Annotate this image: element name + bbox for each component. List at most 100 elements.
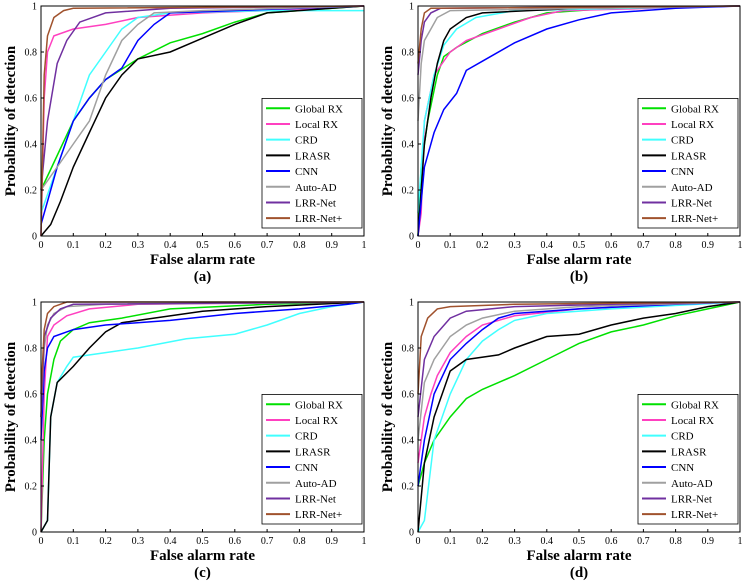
x-tick-label: 0 [39,536,44,547]
x-tick-label: 0.1 [67,536,80,547]
roc-curve [40,5,365,191]
roc-curve [417,301,741,441]
x-tick-label: 0.7 [637,240,650,251]
roc-curve [40,5,365,225]
legend-box [637,98,739,229]
legend-label: LRR-Net [671,493,712,505]
x-tick-label: 0.8 [669,536,682,547]
y-tick-label: 0 [409,528,414,539]
legend: Global RX Local RX CRD LRASR CNN Auto-AD LRR-N… [637,98,739,229]
legend-label: CRD [295,135,318,147]
roc-curve [417,5,741,237]
legend-label: LRR-Net [671,197,712,209]
y-tick-label: 0.4 [402,140,415,151]
x-axis-label: False alarm rate [527,252,632,268]
roc-curve [417,301,741,533]
y-tick-label: 0.6 [402,94,415,105]
x-tick-label: 0.8 [293,536,306,547]
legend-label: CRD [671,135,694,147]
x-tick-label: 0.5 [196,536,209,547]
x-tick-label: 0.6 [229,536,242,547]
x-tick-label: 0.9 [325,240,338,251]
y-tick-label: 0.8 [25,344,38,355]
y-tick-label: 0 [32,528,37,539]
y-tick-label: 0.8 [402,344,415,355]
y-tick-label: 0.8 [402,48,415,59]
y-tick-label: 0.4 [25,140,38,151]
x-tick-label: 0.4 [541,536,554,547]
legend-label: LRASR [295,446,331,458]
y-tick-label: 1 [32,2,37,13]
x-tick-label: 0.7 [637,536,650,547]
caption: (b) [570,269,588,285]
y-tick-label: 0.6 [25,390,38,401]
roc-curve [417,301,741,418]
panel: 0 0.1 0.2 0.3 0.4 0.5 0.6 0.7 0.8 0.9 1 0 0.2 0.4 0.6 0… [3,298,367,582]
y-axis-label: Probability of detection [380,341,396,492]
x-tick-label: 1 [362,240,367,251]
legend-label: Local RX [295,415,338,427]
legend-label: Local RX [671,415,714,427]
x-tick-label: 0.2 [476,536,489,547]
x-tick-label: 0.1 [67,240,80,251]
legend-label: LRR-Net [295,493,336,505]
caption: (c) [194,565,211,581]
y-tick-label: 0 [409,232,414,243]
x-tick-label: 0.3 [132,240,145,251]
roc-curve [40,5,365,191]
x-tick-label: 0 [39,240,44,251]
y-tick-label: 0.8 [25,48,38,59]
roc-curve [40,5,365,237]
y-tick-label: 0.4 [25,436,38,447]
legend-label: LRR-Net+ [295,213,342,225]
x-tick-label: 0.9 [702,240,715,251]
x-tick-label: 0.2 [99,240,112,251]
x-tick-label: 0.3 [508,536,521,547]
x-tick-label: 0.5 [573,240,586,251]
roc-curve [417,301,741,395]
legend-box [637,393,739,525]
roc-curve [417,301,741,533]
caption: (a) [194,269,212,285]
x-tick-label: 0.4 [164,536,177,547]
x-axis-label: False alarm rate [150,548,255,564]
legend: Global RX Local RX CRD LRASR CNN Auto-AD LRR-N… [261,393,363,525]
legend: Global RX Local RX CRD LRASR CNN Auto-AD LRR-N… [637,393,739,525]
y-tick-label: 1 [32,298,37,309]
y-axis-label: Probability of detection [380,45,396,196]
roc-curve [40,301,365,441]
x-tick-label: 0.8 [669,240,682,251]
y-tick-label: 0.4 [402,436,415,447]
x-tick-label: 0.3 [132,536,145,547]
x-tick-label: 0.6 [605,536,618,547]
legend-label: CNN [295,166,318,178]
legend-label: Global RX [671,399,719,411]
x-tick-label: 1 [362,536,367,547]
roc-curve [417,5,741,64]
y-tick-label: 1 [409,298,414,309]
legend-box [261,393,363,525]
legend-label: LRR-Net [295,197,336,209]
legend-label: Auto-AD [295,478,337,490]
y-axis-label: Probability of detection [3,45,19,196]
x-tick-label: 0.8 [293,240,306,251]
caption: (d) [570,565,588,581]
legend-label: Auto-AD [671,182,713,194]
legend-label: LRR-Net+ [671,213,718,225]
x-axis-label: False alarm rate [527,548,632,564]
roc-curve [417,301,741,487]
x-tick-label: 0.5 [196,240,209,251]
y-tick-label: 0.6 [402,390,415,401]
legend-label: Global RX [671,103,719,115]
legend-label: LRR-Net+ [671,509,718,521]
panel: 0 0.1 0.2 0.3 0.4 0.5 0.6 0.7 0.8 0.9 1 0 0.2 0.4 0.6 0… [3,2,367,286]
y-axis-label: Probability of detection [3,341,19,492]
x-tick-label: 0.4 [541,240,554,251]
legend-label: CRD [671,431,694,443]
x-tick-label: 1 [738,536,743,547]
legend-label: CNN [295,462,318,474]
x-tick-label: 0.7 [261,240,274,251]
legend-label: CNN [671,462,694,474]
x-tick-label: 0.1 [444,240,457,251]
